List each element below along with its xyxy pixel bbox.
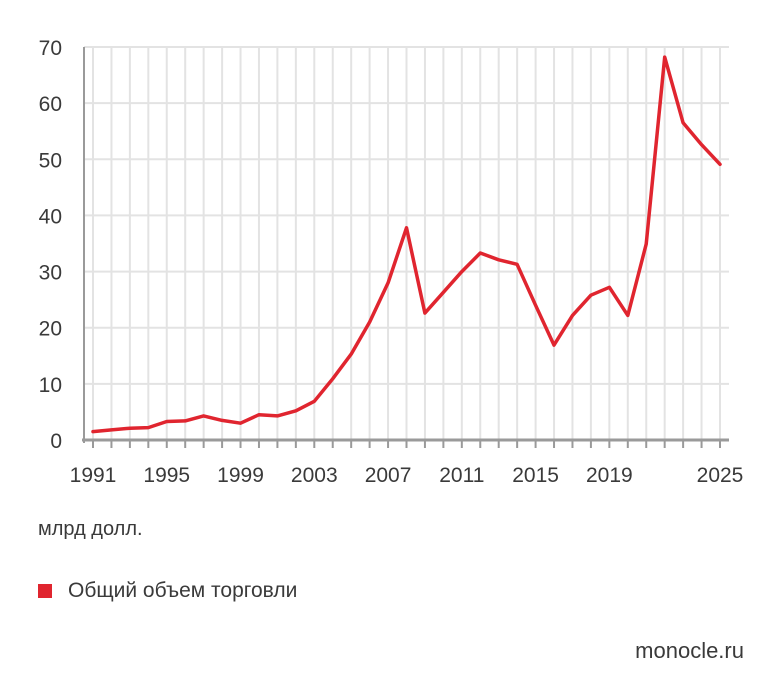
x-tick-label: 2015: [512, 464, 559, 487]
x-tick-label: 1991: [70, 464, 117, 487]
y-tick-label: 50: [39, 149, 62, 172]
x-tick-label: 2019: [586, 464, 633, 487]
grid-lines: [84, 46, 729, 440]
y-tick-label: 0: [50, 430, 62, 453]
x-tick-label: 2025: [697, 464, 744, 487]
line-chart: 0 10 20 30 40 50 60 70 1991 1995 1999 2003 2007 2011…: [39, 37, 744, 487]
y-tick-label: 20: [39, 318, 62, 341]
x-tick-label: 2011: [439, 464, 484, 487]
y-tick-label: 70: [39, 37, 62, 60]
x-tick-label: 2003: [291, 464, 338, 487]
x-tick-labels: 1991 1995 1999 2003 2007 2011 2015 2019 2025: [70, 464, 744, 487]
source-credit: monocle.ru: [635, 638, 744, 663]
unit-label: млрд долл.: [38, 518, 143, 540]
legend: Общий объем торговли: [38, 579, 297, 603]
legend-swatch: [38, 584, 52, 598]
x-tick-label: 1995: [143, 464, 190, 487]
series-line-total-trade: [91, 55, 722, 434]
axes: [82, 47, 729, 448]
y-tick-label: 10: [39, 374, 62, 397]
y-tick-labels: 0 10 20 30 40 50 60 70: [39, 37, 62, 453]
x-tick-label: 2007: [365, 464, 412, 487]
y-tick-label: 30: [39, 262, 62, 285]
y-tick-label: 40: [39, 205, 62, 228]
y-tick-label: 60: [39, 93, 62, 116]
series-group: [91, 55, 722, 434]
legend-label: Общий объем торговли: [68, 579, 298, 602]
x-tick-label: 1999: [217, 464, 264, 487]
